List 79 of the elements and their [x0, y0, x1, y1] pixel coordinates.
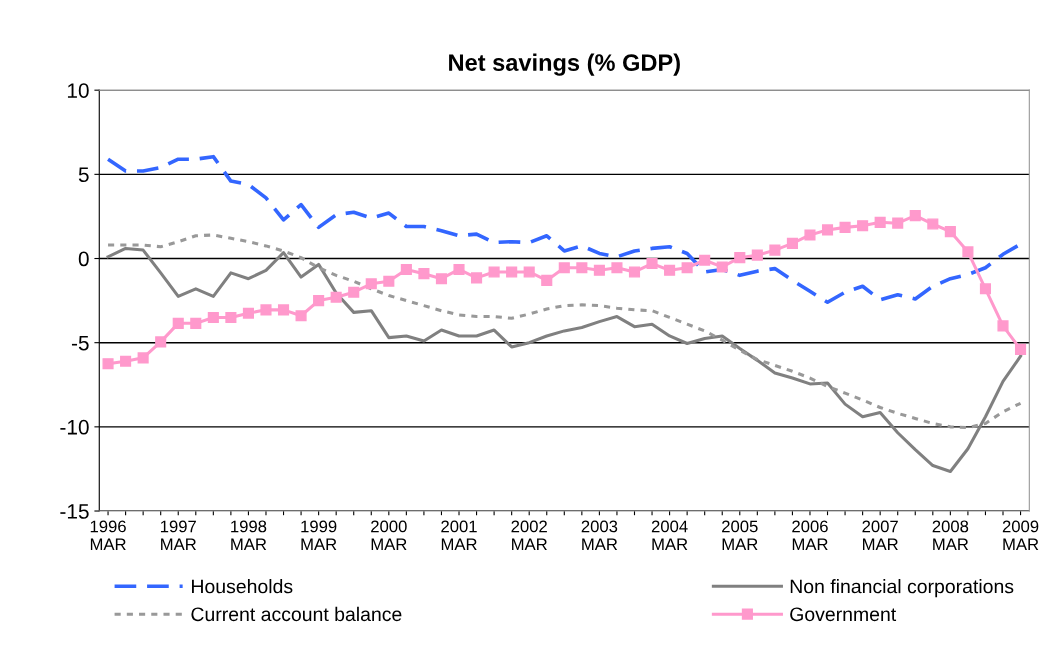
x-tick-label: 2008 MAR [932, 520, 969, 551]
x-tick-label: 1997 MAR [160, 520, 196, 551]
x-tick-label: 2001 MAR [441, 520, 477, 551]
point [611, 262, 623, 274]
x-tick-label: 2005 MAR [722, 520, 758, 551]
point [699, 254, 711, 266]
point [593, 264, 605, 276]
point [400, 263, 412, 276]
legend-label: Government [790, 607, 897, 622]
x-tick-label: 1999 MAR [301, 520, 337, 551]
point [418, 268, 430, 280]
x-tick-label: 2006 MAR [792, 520, 828, 551]
point [734, 252, 746, 264]
y-tick-label: 5 [78, 167, 89, 183]
y-tick-label: 10 [67, 83, 89, 98]
point [576, 262, 588, 274]
point [664, 264, 676, 276]
legend-label: Households [192, 579, 293, 594]
point [909, 210, 921, 222]
point [628, 266, 641, 278]
legend-label: Non financial corporations [790, 579, 1014, 598]
point [558, 262, 570, 274]
point [751, 249, 763, 261]
point [260, 304, 272, 316]
point [944, 226, 956, 238]
point [506, 266, 518, 278]
y-tick-label: -5 [71, 335, 89, 351]
point [242, 307, 254, 319]
point [786, 237, 798, 249]
point [857, 220, 869, 232]
y-tick-label: -15 [60, 504, 89, 519]
x-tick-label: 2004 MAR [651, 520, 688, 551]
point [541, 274, 553, 286]
point [1014, 343, 1027, 355]
point [295, 310, 307, 322]
point [962, 246, 974, 258]
point [190, 317, 202, 329]
x-tick-label: 2009 MAR [1002, 520, 1039, 551]
y-tick-label: 0 [78, 251, 89, 267]
point [979, 283, 992, 295]
point [874, 216, 886, 228]
point [435, 273, 448, 285]
point [120, 355, 132, 367]
point [821, 224, 834, 236]
point [383, 275, 395, 287]
point [769, 244, 781, 256]
point [313, 295, 325, 307]
x-tick-label: 2002 MAR [511, 520, 547, 551]
x-tick-label: 1998 MAR [231, 520, 267, 551]
point [646, 258, 658, 270]
x-tick-label: 1996 MAR [90, 520, 126, 551]
x-tick-label: 2007 MAR [862, 520, 898, 551]
chart-title: Net savings (% GDP) [449, 53, 680, 76]
point [102, 358, 114, 370]
point [839, 221, 851, 233]
point [927, 218, 939, 230]
point [365, 278, 377, 290]
point [804, 229, 816, 241]
point [277, 304, 290, 316]
legend-label: Current account balance [191, 606, 402, 622]
point [453, 263, 465, 276]
point [137, 352, 149, 364]
point [488, 266, 500, 278]
point [155, 336, 167, 348]
point [172, 317, 184, 329]
point [997, 320, 1009, 332]
point [892, 217, 904, 229]
point [348, 286, 360, 298]
point [330, 291, 342, 303]
point [716, 261, 728, 273]
x-tick-label: 2000 MAR [371, 520, 407, 551]
y-tick-label: -10 [60, 419, 89, 435]
point [207, 311, 219, 323]
line-series [106, 233, 1023, 430]
point [225, 311, 237, 323]
point [523, 266, 535, 278]
x-tick-label: 2003 MAR [581, 520, 618, 551]
point [681, 262, 693, 274]
point [471, 272, 483, 284]
